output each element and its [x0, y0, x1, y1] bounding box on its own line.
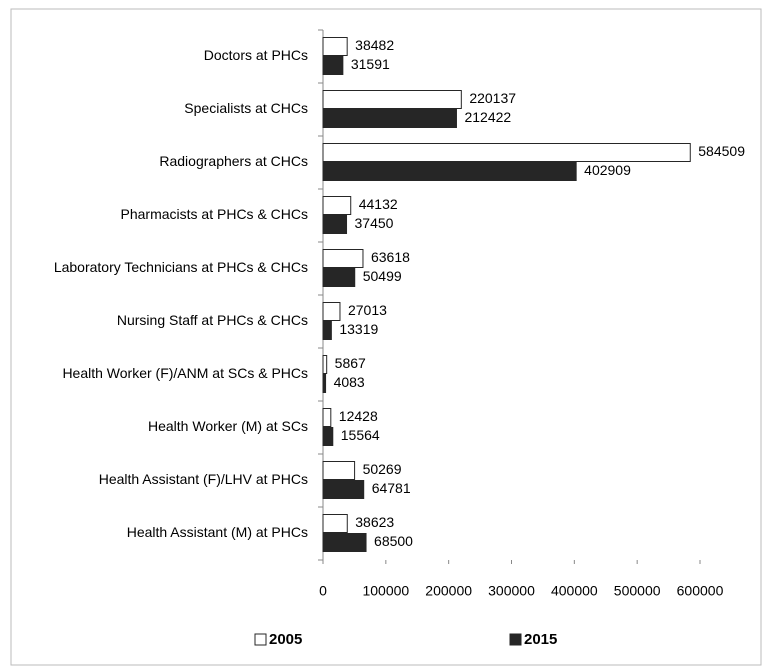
value-label: 37450 [355, 215, 394, 231]
value-label: 15564 [341, 427, 380, 443]
x-tick-label: 100000 [362, 583, 409, 599]
chart-border [10, 8, 762, 666]
y-tick-label: Health Worker (F)/ANM at SCs & PHCs [62, 365, 308, 381]
bar [322, 162, 577, 181]
legend-label: 2005 [269, 631, 302, 648]
bar [322, 90, 462, 109]
value-label: 68500 [374, 533, 413, 549]
legend-label: 2015 [524, 631, 557, 648]
bar [322, 480, 365, 499]
bar [322, 268, 356, 287]
bar [322, 355, 328, 374]
bar [322, 56, 344, 75]
y-tick-label: Health Worker (M) at SCs [148, 418, 308, 434]
legend-swatch [509, 633, 522, 646]
bar [322, 321, 332, 340]
value-label: 212422 [464, 109, 511, 125]
bar [322, 109, 457, 128]
legend-swatch [254, 633, 267, 646]
y-tick-label: Radiographers at CHCs [159, 153, 308, 169]
value-label: 27013 [348, 302, 387, 318]
bar [322, 249, 364, 268]
y-tick-label: Specialists at CHCs [184, 100, 308, 116]
x-tick-label: 0 [319, 583, 327, 599]
value-label: 12428 [339, 408, 378, 424]
bar [322, 408, 332, 427]
value-label: 50499 [363, 268, 402, 284]
bar [322, 143, 691, 162]
x-tick-label: 200000 [425, 583, 472, 599]
value-label: 220137 [469, 90, 516, 106]
value-label: 50269 [363, 461, 402, 477]
bar [322, 427, 334, 446]
value-label: 31591 [351, 56, 390, 72]
y-tick-label: Doctors at PHCs [204, 47, 308, 63]
value-label: 13319 [339, 321, 378, 337]
value-label: 5867 [335, 355, 366, 371]
y-tick-label: Nursing Staff at PHCs & CHCs [117, 312, 308, 328]
x-tick-label: 600000 [677, 583, 724, 599]
bar [322, 196, 352, 215]
bar [322, 461, 356, 480]
bar [322, 533, 367, 552]
value-label: 44132 [359, 196, 398, 212]
value-label: 584509 [698, 143, 745, 159]
bar [322, 374, 327, 393]
value-label: 38623 [355, 514, 394, 530]
y-tick-label: Laboratory Technicians at PHCs & CHCs [54, 259, 308, 275]
y-tick-label: Pharmacists at PHCs & CHCs [121, 206, 308, 222]
value-label: 402909 [584, 162, 631, 178]
bar [322, 37, 348, 56]
x-tick-label: 300000 [488, 583, 535, 599]
bar [322, 215, 348, 234]
value-label: 4083 [334, 374, 365, 390]
x-tick-label: 400000 [551, 583, 598, 599]
y-tick-label: Health Assistant (F)/LHV at PHCs [99, 471, 308, 487]
bar [322, 302, 341, 321]
y-tick-label: Health Assistant (M) at PHCs [127, 524, 308, 540]
value-label: 64781 [372, 480, 411, 496]
value-label: 63618 [371, 249, 410, 265]
x-tick-label: 500000 [614, 583, 661, 599]
value-label: 38482 [355, 37, 394, 53]
bar [322, 514, 348, 533]
